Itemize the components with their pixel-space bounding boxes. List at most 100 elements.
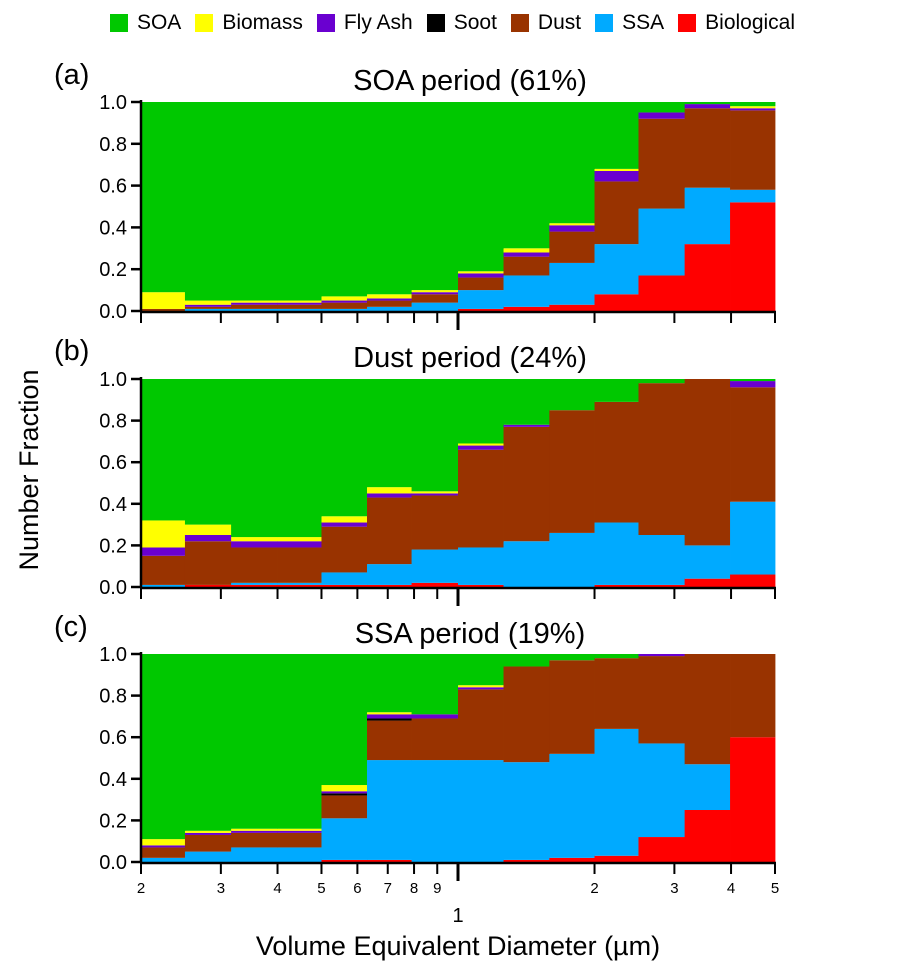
bar-segment-soa [594, 654, 639, 659]
bar-segment-ssa [638, 208, 686, 276]
bar-segment-dust [549, 231, 595, 263]
bar-segment-soa [638, 102, 686, 113]
panel-label: (a) [54, 59, 89, 91]
bar-segment-ssa [367, 760, 412, 860]
x-tick-label: 7 [384, 880, 392, 897]
bar-segment-ssa [638, 535, 686, 585]
x-axis-title: Volume Equivalent Diameter (µm) [256, 931, 660, 961]
bar-segment-fly-ash [549, 225, 595, 232]
y-tick-label: 0.6 [99, 727, 127, 749]
legend-swatch [678, 14, 697, 32]
legend-item-soa: SOA [109, 11, 181, 35]
x-tick-label: 5 [771, 880, 779, 897]
bar-segment-soa [458, 379, 504, 444]
bar-segment-soa [411, 102, 459, 291]
legend-label: Biological [705, 11, 796, 34]
bar-segment-biological [549, 857, 595, 862]
bar-segment-fly-ash [184, 304, 232, 307]
bar-segment-dust [730, 110, 776, 190]
bar-segment-biological [594, 294, 639, 311]
bar-segment-dust [277, 832, 322, 848]
bar-segment-dust [321, 302, 368, 309]
bar-segment-dust [277, 304, 322, 309]
bar-segment-fly-ash [321, 791, 368, 794]
bar-segment-biomass [277, 300, 322, 303]
bar-segment-soa [638, 379, 686, 384]
bar-segment-biological [411, 582, 459, 587]
bar-segment-biological [231, 584, 278, 587]
bar-segment-dust [231, 832, 278, 848]
bar-segment-ssa [184, 851, 232, 862]
bar-segment-ssa [277, 582, 322, 585]
bar-segment-soa [594, 102, 639, 169]
bar-segment-dust [367, 300, 412, 307]
bar-segment-soa [277, 379, 322, 538]
bar-segment-soa [411, 654, 459, 715]
bar-segment-dust [638, 383, 686, 535]
bar-segment-biomass [184, 524, 232, 535]
bar-segment-ssa [231, 308, 278, 311]
bar-segment-ssa [277, 308, 322, 311]
bar-segment-soa [594, 379, 639, 402]
bar-segment-dust [730, 654, 776, 738]
bar-segment-soa [549, 654, 595, 661]
x-tick-label: 4 [727, 880, 735, 897]
bar-segment-dust [184, 834, 232, 852]
bar-segment-soa [684, 102, 731, 105]
bar-segment-fly-ash [231, 302, 278, 305]
bar-segment-ssa [184, 308, 232, 311]
bar-segment-ssa [141, 857, 186, 862]
bar-segment-fly-ash [458, 445, 504, 450]
bar-segment-ssa [321, 308, 368, 311]
bar-segment-soa [321, 654, 368, 786]
x-tick-label: 8 [410, 880, 418, 897]
bar-segment-fly-ash [367, 493, 412, 498]
bar-segment-ssa [367, 306, 412, 311]
bar-segment-biomass [458, 271, 504, 274]
bar-segment-biomass [458, 443, 504, 446]
bar-segment-soa [367, 654, 412, 713]
bar-segment-biomass [367, 294, 412, 299]
bar-segment-biomass [184, 300, 232, 305]
bar-segment-biological [277, 584, 322, 587]
bar-segment-fly-ash [231, 541, 278, 548]
bar-segment-fly-ash [458, 687, 504, 690]
bar-segment-soot [367, 718, 412, 721]
y-tick-label: 0.8 [99, 134, 127, 156]
bar-segment-fly-ash [184, 832, 232, 835]
legend-label: Fly Ash [343, 11, 413, 34]
panel-label: (c) [54, 611, 88, 643]
bar-segment-ssa [411, 760, 459, 862]
bar-segment-biomass [141, 520, 186, 548]
bar-segment-soa [503, 379, 550, 425]
bar-segment-soa [141, 379, 186, 521]
y-tick-label: 1.0 [99, 644, 127, 666]
legend-item-dust: Dust [510, 11, 581, 35]
bar-segment-dust [411, 718, 459, 761]
bar-segment-dust [594, 181, 639, 245]
y-tick-label: 0.8 [99, 411, 127, 433]
legend-item-fly-ash: Fly Ash [316, 11, 413, 35]
bar-segment-ssa [684, 545, 731, 579]
bar-segment-biological [321, 859, 368, 862]
bar-segment-ssa [594, 244, 639, 295]
bar-segment-fly-ash [141, 845, 186, 848]
bar-segment-soa [549, 379, 595, 411]
bar-segment-ssa [231, 847, 278, 862]
legend-label: SSA [622, 11, 665, 34]
bar-segment-soa [231, 379, 278, 538]
bar-segment-dust [184, 306, 232, 309]
bar-segment-soa [141, 102, 186, 293]
bar-segment-soa [277, 102, 322, 301]
bar-segment-biological [638, 837, 686, 862]
bar-segment-dust [503, 666, 550, 763]
bar-segment-fly-ash [638, 654, 686, 657]
bar-segment-dust [141, 308, 186, 311]
x-tick-label: 2 [590, 880, 598, 897]
bar-segment-fly-ash [277, 302, 322, 305]
bar-segment-soa [367, 102, 412, 295]
y-tick-label: 1.0 [99, 92, 127, 114]
bar-segment-soa [277, 654, 322, 829]
bar-segment-ssa [684, 187, 731, 245]
x-major-tick-label: 1 [452, 905, 463, 927]
